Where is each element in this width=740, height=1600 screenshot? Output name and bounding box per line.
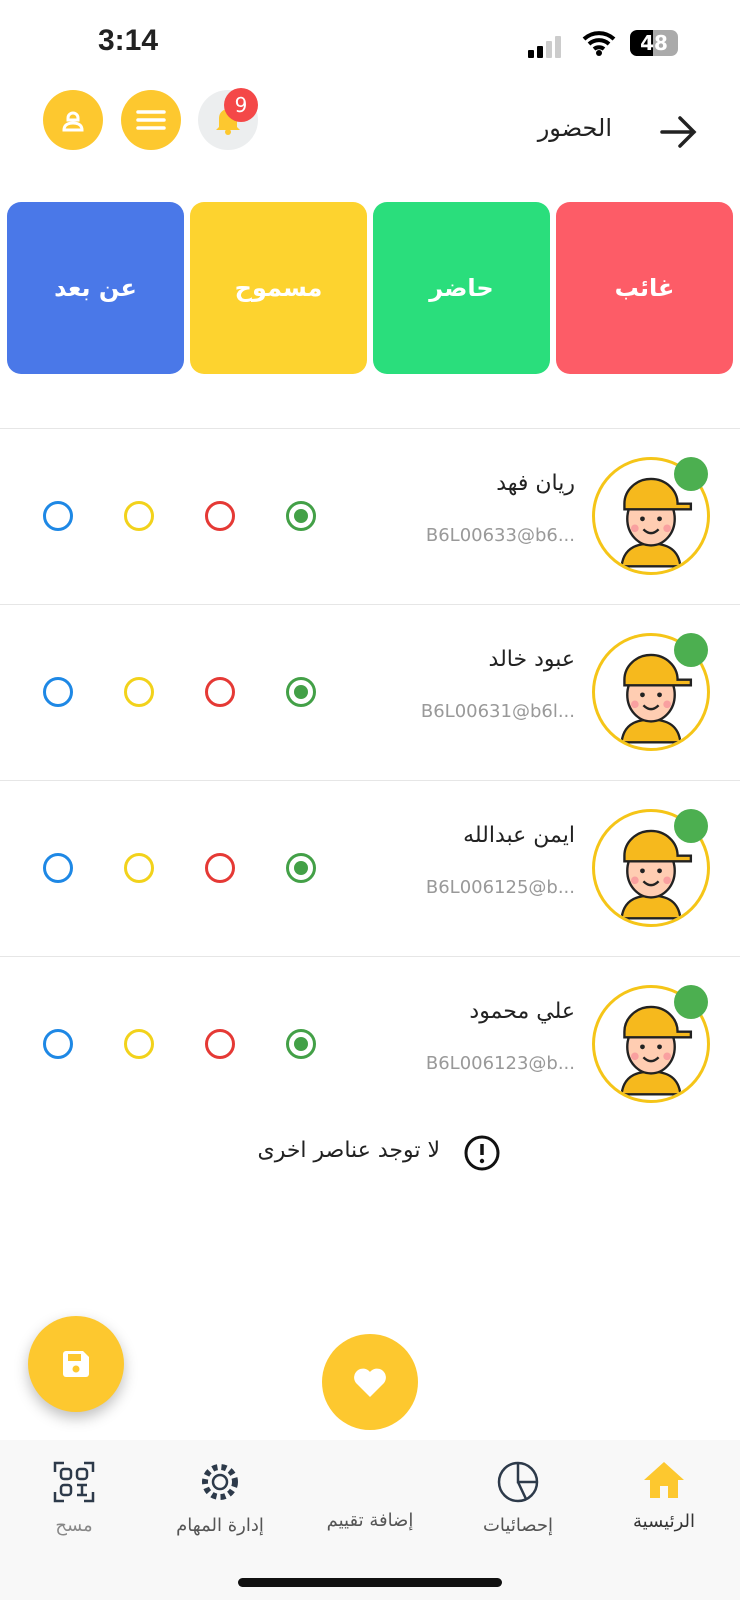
- student-email: B6L00633@b6...: [425, 525, 575, 546]
- page-title: الحضور: [537, 114, 612, 142]
- menu-button[interactable]: [121, 90, 181, 150]
- online-indicator: [674, 633, 708, 667]
- status-card-absent[interactable]: غائب: [556, 202, 733, 374]
- status-time: 3:14: [98, 24, 159, 57]
- nav-tasks[interactable]: إدارة المهام: [150, 1460, 290, 1536]
- signal-icon: [528, 36, 561, 58]
- nav-add-rating[interactable]: إضافة تقييم: [300, 1334, 440, 1531]
- bottom-nav: الرئيسية إحصائيات إضافة تقييم إدارة المه…: [0, 1334, 740, 1600]
- radio-present[interactable]: [286, 501, 316, 531]
- student-row: علي محمود B6L006123@b...: [0, 956, 740, 1129]
- home-icon: [644, 1462, 684, 1498]
- student-row: ايمن عبدالله B6L006125@b...: [0, 780, 740, 953]
- status-card-remote[interactable]: عن بعد: [7, 202, 184, 374]
- menu-icon: [136, 110, 166, 130]
- avatar: [592, 809, 710, 927]
- home-indicator: [238, 1578, 502, 1587]
- heart-icon: [354, 1368, 386, 1397]
- profile-button[interactable]: [43, 90, 103, 150]
- nav-stats[interactable]: إحصائيات: [448, 1460, 588, 1536]
- radio-remote[interactable]: [43, 677, 73, 707]
- wifi-icon: [582, 31, 616, 56]
- online-indicator: [674, 809, 708, 843]
- add-rating-button[interactable]: [322, 1334, 418, 1430]
- student-name: علي محمود: [469, 999, 575, 1024]
- radio-permitted[interactable]: [124, 501, 154, 531]
- radio-remote[interactable]: [43, 853, 73, 883]
- student-row: عبود خالد B6L00631@b6l...: [0, 604, 740, 777]
- radio-remote[interactable]: [43, 501, 73, 531]
- user-icon: [62, 111, 84, 132]
- nav-home[interactable]: الرئيسية: [594, 1460, 734, 1532]
- radio-permitted[interactable]: [124, 677, 154, 707]
- pie-chart-icon: [497, 1461, 539, 1503]
- student-name: عبود خالد: [488, 647, 575, 672]
- radio-permitted[interactable]: [124, 1029, 154, 1059]
- radio-absent[interactable]: [205, 501, 235, 531]
- student-name: ايمن عبدالله: [463, 823, 575, 848]
- radio-remote[interactable]: [43, 1029, 73, 1059]
- radio-permitted[interactable]: [124, 853, 154, 883]
- notification-badge: 9: [224, 88, 258, 122]
- radio-present[interactable]: [286, 853, 316, 883]
- radio-absent[interactable]: [205, 677, 235, 707]
- battery-icon: 48: [630, 30, 678, 56]
- info-icon: [464, 1135, 500, 1171]
- save-button[interactable]: [28, 1316, 124, 1412]
- status-card-present[interactable]: حاضر: [373, 202, 550, 374]
- student-name: ريان فهد: [496, 471, 575, 496]
- online-indicator: [674, 457, 708, 491]
- empty-message-text: لا توجد عناصر اخرى: [257, 1138, 440, 1163]
- nav-scan[interactable]: مسح: [4, 1460, 144, 1536]
- radio-present[interactable]: [286, 677, 316, 707]
- student-email: B6L00631@b6l...: [420, 701, 575, 722]
- save-icon: [63, 1351, 89, 1377]
- radio-present[interactable]: [286, 1029, 316, 1059]
- student-email: B6L006123@b...: [425, 1053, 575, 1074]
- student-email: B6L006125@b...: [425, 877, 575, 898]
- radio-absent[interactable]: [205, 853, 235, 883]
- student-row: ريان فهد B6L00633@b6...: [0, 428, 740, 601]
- status-card-permitted[interactable]: مسموح: [190, 202, 367, 374]
- back-arrow-icon[interactable]: [660, 114, 698, 150]
- gear-icon: [202, 1464, 238, 1500]
- online-indicator: [674, 985, 708, 1019]
- radio-absent[interactable]: [205, 1029, 235, 1059]
- qr-scan-icon: [53, 1461, 95, 1503]
